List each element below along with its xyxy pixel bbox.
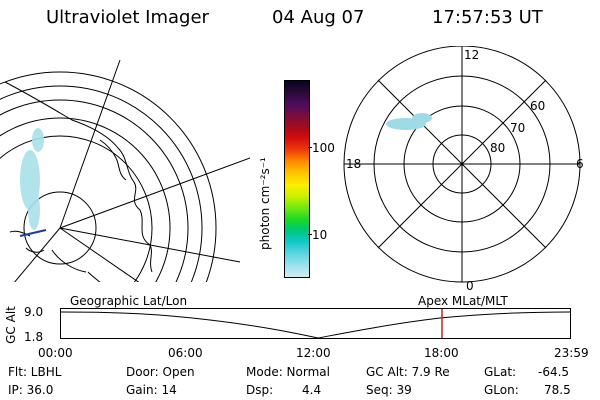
colorbar-tick-10: 10 (312, 228, 328, 242)
latitude-circle (0, 99, 189, 282)
glat-label: GLat: (484, 365, 517, 379)
time-label: 17:57:53 UT (432, 7, 543, 28)
latitude-circle (0, 117, 171, 282)
apex-mlat-label: Apex MLat/MLT (418, 294, 508, 308)
door-status: Door: Open (126, 365, 195, 379)
timeline-frame (60, 308, 571, 339)
gain-status: Gain: 14 (126, 383, 177, 397)
y-tick-high: 9.0 (24, 305, 44, 319)
mode-status: Mode: Normal (246, 365, 330, 379)
mlt-6-label: 6 (576, 157, 584, 171)
x-tick-0600: 06:00 (168, 346, 203, 360)
geo-latlon-label: Geographic Lat/Lon (70, 294, 188, 308)
geographic-map (0, 59, 250, 282)
x-tick-1200: 12:00 (296, 346, 331, 360)
mlt-18-label: 18 (346, 157, 361, 171)
colorbar-gradient (285, 81, 309, 277)
coastline-detail (99, 139, 127, 181)
colorbar-tick-mark (308, 147, 312, 148)
uv-emission (20, 128, 44, 230)
colorbar (284, 80, 310, 278)
instrument-title: Ultraviolet Imager (46, 7, 209, 28)
latitude-circle (0, 85, 203, 282)
meridian-line (59, 157, 250, 229)
colorbar-tick-mark (308, 234, 312, 235)
glat-value: -64.5 (538, 365, 570, 379)
dsp-label: Dsp: (246, 383, 274, 397)
lat-60-label: 60 (530, 99, 545, 113)
latitude-circle-inner (23, 191, 97, 265)
gc-alt-status: GC Alt: 7.9 Re (366, 365, 450, 379)
meridian-line (59, 59, 121, 229)
meridian-line (14, 227, 61, 282)
flt-status: Flt: LBHL (8, 365, 62, 379)
latitude-circle (0, 135, 153, 282)
date-label: 04 Aug 07 (272, 7, 365, 28)
glon-value: 78.5 (544, 383, 571, 397)
polar-plot: 12 18 6 0 60 70 80 (343, 46, 584, 293)
meridian-line (59, 227, 140, 282)
orbit-track (19, 229, 47, 237)
coastline (4, 81, 153, 282)
x-tick-2359: 23:59 (554, 346, 589, 360)
mlt-diagonal (377, 79, 547, 249)
ip-status: IP: 36.0 (8, 383, 54, 397)
gc-alt-axis-title: GC Alt (3, 306, 18, 344)
altitude-timeline (60, 308, 571, 339)
mlt-12-label: 12 (464, 48, 479, 62)
x-tick-0000: 00:00 (38, 346, 73, 360)
colorbar-unit-label: photon cm⁻²s⁻¹ (258, 157, 272, 250)
lat-80-label: 80 (490, 141, 505, 155)
colorbar-tick-100: 100 (312, 141, 335, 155)
altitude-curve (60, 311, 571, 339)
mlt-0-label: 0 (466, 279, 474, 293)
lat-70-label: 70 (510, 121, 525, 135)
x-tick-1800: 18:00 (424, 346, 459, 360)
glon-label: GLon: (484, 383, 519, 397)
y-tick-low: 1.8 (24, 330, 44, 344)
latitude-circle (0, 71, 217, 282)
dsp-value: 4.4 (302, 383, 322, 397)
uv-emission-polar (386, 113, 432, 130)
seq-status: Seq: 39 (366, 383, 412, 397)
